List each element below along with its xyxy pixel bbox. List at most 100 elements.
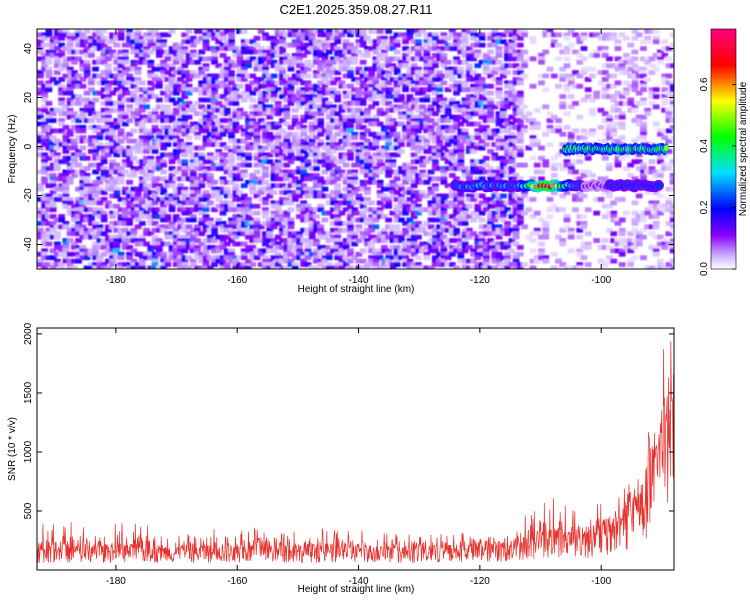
heatmap-cell	[257, 53, 265, 58]
heatmap-cell	[262, 258, 269, 264]
heatmap-cell	[87, 118, 95, 123]
heatmap-cell	[164, 94, 172, 99]
heatmap-cell	[37, 49, 44, 55]
heatmap-cell	[431, 217, 439, 223]
heatmap-cell	[516, 111, 524, 117]
heatmap-cell	[601, 262, 609, 267]
heatmap-cell	[393, 80, 401, 86]
heatmap-cell	[296, 149, 303, 154]
heatmap-cell	[126, 39, 133, 45]
heatmap-cell	[300, 200, 308, 206]
heatmap-cell	[440, 118, 448, 123]
heatmap-cell	[313, 248, 320, 254]
heatmap-cell	[202, 56, 210, 62]
heatmap-cell	[53, 59, 61, 65]
heatmap-cell	[606, 125, 613, 130]
heatmap-cell	[453, 118, 460, 123]
heatmap-cell	[368, 169, 376, 175]
heatmap-cell	[453, 176, 460, 182]
heatmap-cell	[37, 135, 44, 141]
heatmap-cell	[104, 49, 112, 55]
heatmap-cell	[504, 49, 511, 55]
heatmap-cell	[249, 176, 257, 182]
heatmap-cell	[427, 238, 435, 243]
heatmap-cell	[427, 83, 435, 89]
heatmap-cell	[172, 125, 180, 130]
heatmap-cell	[164, 83, 172, 89]
heatmap-cell	[283, 114, 291, 120]
heatmap-cell	[113, 245, 121, 250]
heatmap-cell	[436, 87, 443, 93]
heatmap-cell	[448, 214, 456, 219]
heatmap-cell	[393, 173, 401, 178]
heatmap-cell	[177, 221, 184, 226]
heatmap-cell	[75, 73, 83, 79]
heatmap-cell	[436, 73, 443, 79]
heatmap-cell	[610, 258, 618, 264]
heatmap-cell	[308, 176, 316, 182]
heatmap-cell	[181, 104, 189, 110]
heatmap-cell	[461, 39, 469, 45]
heatmap-cell	[75, 231, 83, 237]
heatmap-cell	[355, 80, 363, 86]
heatmap-cell	[368, 77, 376, 82]
heatmap-cell	[431, 101, 439, 106]
heatmap-cell	[330, 149, 337, 154]
heatmap-cell	[410, 128, 418, 134]
heatmap-cell	[317, 66, 325, 72]
heatmap-cell	[478, 125, 486, 130]
heatmap-cell	[567, 80, 575, 86]
heatmap-cell	[516, 128, 524, 134]
heatmap-cell	[470, 248, 477, 254]
heatmap-cell	[291, 114, 299, 120]
heatmap-cell	[45, 125, 53, 130]
heatmap-cell	[245, 118, 252, 123]
heatmap-cell	[372, 173, 380, 178]
heatmap-cell	[240, 73, 248, 79]
heatmap-cell	[300, 214, 308, 219]
heatmap-cell	[100, 159, 108, 165]
heatmap-cell	[215, 107, 223, 113]
heatmap-cell	[109, 90, 116, 96]
heatmap-cell	[66, 258, 74, 264]
heatmap-cell	[143, 227, 150, 233]
heatmap-cell	[487, 197, 494, 202]
heatmap-cell	[410, 80, 418, 86]
heatmap-cell	[482, 162, 490, 168]
heatmap-cell	[92, 125, 99, 130]
heatmap-cell	[109, 255, 116, 261]
heatmap-cell	[181, 234, 189, 240]
heatmap-cell	[491, 169, 499, 175]
heatmap-cell	[567, 231, 575, 237]
heatmap-cell	[37, 169, 44, 175]
heatmap-cell	[325, 35, 333, 41]
heatmap-cell	[347, 155, 354, 161]
heatmap-cell	[495, 66, 503, 72]
heatmap-cell	[253, 125, 261, 130]
heatmap-cell	[181, 162, 189, 168]
heatmap-cell	[177, 255, 184, 261]
heatmap-cell	[291, 80, 299, 86]
heatmap-cell	[397, 200, 405, 206]
heatmap-cell	[104, 224, 112, 230]
heatmap-cell	[304, 248, 312, 254]
heatmap-cell	[321, 97, 329, 103]
heatmap-cell	[147, 32, 155, 38]
heatmap-cell	[440, 210, 448, 216]
heatmap-cell	[330, 87, 337, 93]
heatmap-cell	[516, 118, 524, 123]
heatmap-cell	[130, 49, 138, 55]
heatmap-cell	[117, 251, 125, 257]
heatmap-cell	[499, 265, 507, 269]
heatmap-cell	[419, 162, 426, 168]
heatmap-cell	[334, 221, 342, 226]
heatmap-cell	[134, 35, 142, 41]
heatmap-cell	[117, 262, 125, 267]
heatmap-cell	[253, 155, 261, 161]
heatmap-cell	[440, 214, 448, 219]
heatmap-cell	[334, 142, 342, 147]
heatmap-cell	[151, 200, 159, 206]
heatmap-cell	[215, 152, 223, 158]
heatmap-cell	[211, 114, 218, 120]
heatmap-cell	[189, 238, 197, 243]
